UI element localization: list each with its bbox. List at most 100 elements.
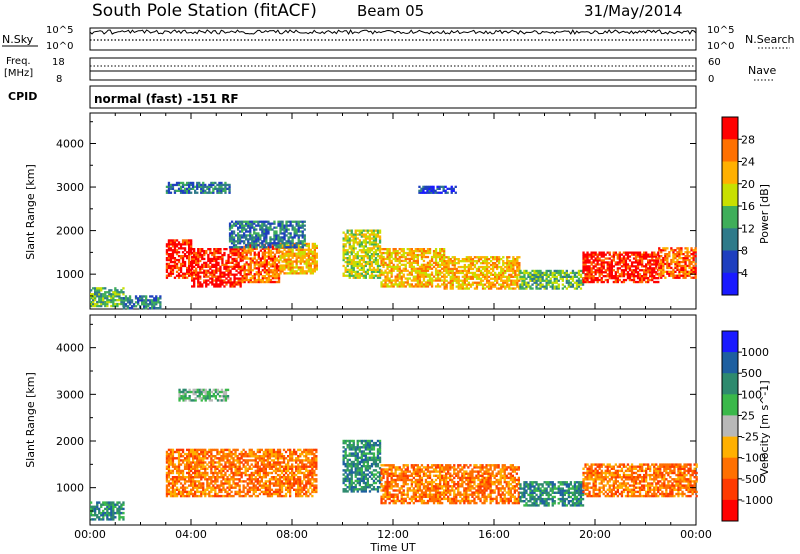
power-cell xyxy=(190,181,193,185)
velocity-cell xyxy=(198,480,201,483)
power-cell xyxy=(664,257,667,260)
power-cell xyxy=(293,230,296,233)
power-cell xyxy=(641,269,644,272)
power-cell xyxy=(408,250,411,253)
power-cell xyxy=(600,271,603,274)
power-cell xyxy=(680,251,683,254)
power-cell xyxy=(275,251,279,254)
power-cell xyxy=(128,303,132,306)
power-cell xyxy=(269,253,273,256)
velocity-cell xyxy=(177,492,181,496)
velocity-cell xyxy=(210,461,213,464)
power-cell xyxy=(418,269,422,272)
power-cell xyxy=(188,253,191,256)
power-cell xyxy=(428,265,432,268)
power-cell xyxy=(420,265,424,268)
power-cell xyxy=(173,266,177,270)
power-cell xyxy=(529,287,532,290)
power-cell xyxy=(245,228,248,231)
velocity-cell xyxy=(194,465,197,468)
velocity-cell xyxy=(244,480,247,483)
velocity-cell xyxy=(252,486,255,489)
power-cell xyxy=(354,253,357,256)
power-cell xyxy=(439,257,442,261)
velocity-cell xyxy=(194,461,197,464)
power-cell xyxy=(283,232,286,235)
power-cell xyxy=(197,251,200,255)
power-cell xyxy=(676,276,679,279)
velocity-cell xyxy=(179,486,183,489)
power-cell xyxy=(110,304,113,308)
power-cell xyxy=(638,275,642,278)
power-cell xyxy=(259,257,262,260)
power-cell xyxy=(295,252,298,255)
power-cell xyxy=(217,275,220,278)
power-cell xyxy=(674,264,677,268)
velocity-cell xyxy=(98,516,101,519)
power-cell xyxy=(584,277,587,280)
power-cell xyxy=(386,277,389,280)
power-cell xyxy=(388,251,391,255)
power-cell xyxy=(155,303,158,306)
velocity-cell xyxy=(90,507,93,511)
power-cell xyxy=(199,271,202,274)
power-cell xyxy=(307,248,310,251)
power-cell xyxy=(232,222,236,225)
power-cell xyxy=(90,300,93,304)
power-cell xyxy=(271,275,275,278)
power-cell xyxy=(237,263,240,266)
power-cell xyxy=(309,268,312,271)
power-colorbar-swatch xyxy=(722,183,738,207)
power-cell xyxy=(247,247,250,250)
power-cell xyxy=(243,275,246,278)
power-cell xyxy=(104,293,107,296)
power-cell xyxy=(354,264,357,268)
power-cell xyxy=(416,261,419,264)
power-cell xyxy=(447,260,450,263)
power-cell xyxy=(688,264,691,268)
power-cell xyxy=(380,285,383,288)
power-cell xyxy=(201,257,204,261)
velocity-cell xyxy=(200,492,203,496)
power-cell xyxy=(467,258,470,261)
power-cell xyxy=(467,267,470,271)
power-cell xyxy=(114,289,117,292)
power-cell xyxy=(432,253,436,257)
power-cell xyxy=(171,251,175,254)
power-cell xyxy=(271,247,275,250)
power-cell xyxy=(643,257,646,260)
power-cell xyxy=(245,253,248,256)
power-cell xyxy=(243,242,246,245)
power-cell xyxy=(586,273,589,276)
power-cell xyxy=(232,236,236,239)
power-cell xyxy=(477,260,481,263)
power-cell xyxy=(165,266,169,270)
power-cell xyxy=(279,244,282,247)
power-cell xyxy=(273,222,276,225)
power-cell xyxy=(616,267,619,270)
power-cell xyxy=(124,305,128,308)
power-cell xyxy=(177,266,181,270)
power-cell xyxy=(662,272,665,275)
power-cell xyxy=(215,271,218,274)
power-cell xyxy=(218,185,221,188)
power-cell xyxy=(632,277,636,280)
velocity-cell xyxy=(177,461,181,464)
power-cell xyxy=(600,277,603,280)
power-cell xyxy=(634,271,638,274)
power-cell xyxy=(502,256,505,259)
power-cell xyxy=(188,264,191,268)
velocity-cell xyxy=(194,463,197,466)
power-cell xyxy=(251,277,254,280)
velocity-cell xyxy=(252,492,255,496)
power-cell xyxy=(157,299,160,302)
power-cell xyxy=(382,271,385,274)
power-cell xyxy=(227,279,230,282)
power-cell xyxy=(588,275,591,278)
power-cell xyxy=(643,251,646,254)
power-cell xyxy=(211,277,214,280)
power-cell xyxy=(303,236,306,239)
power-cell xyxy=(255,280,258,284)
velocity-cell xyxy=(186,455,189,458)
power-cell xyxy=(390,267,393,270)
